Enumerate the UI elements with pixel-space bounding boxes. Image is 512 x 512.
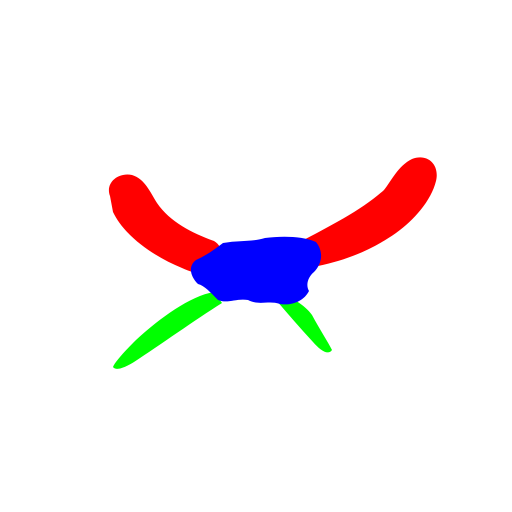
right-arm [299, 157, 437, 266]
body [190, 236, 322, 305]
left-leg [113, 292, 222, 369]
left-arm [108, 174, 223, 274]
right-leg [276, 292, 332, 353]
